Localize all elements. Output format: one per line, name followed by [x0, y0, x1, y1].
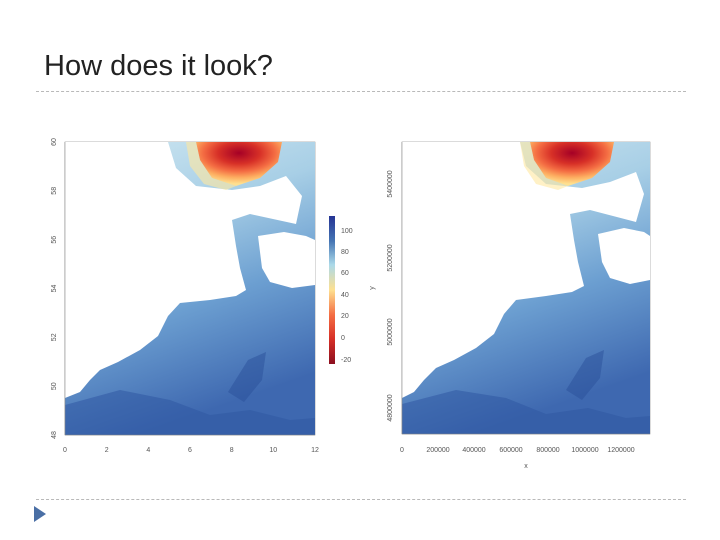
left-y-tick: 50: [51, 382, 58, 390]
top-divider: [36, 91, 686, 92]
colorbar-tick: 100: [341, 228, 353, 235]
right-x-tick: 1000000: [571, 447, 598, 454]
colorbar-gradient: [329, 216, 335, 364]
right-map-plot: [401, 141, 651, 435]
left-x-tick: 10: [269, 447, 277, 454]
left-x-tick: 8: [230, 447, 234, 454]
right-x-tick: 1200000: [607, 447, 634, 454]
left-y-tick: 56: [51, 236, 58, 244]
left-land-mountain-edge: [186, 142, 236, 190]
right-land-mountain-edge: [520, 142, 568, 190]
left-map-plot: [64, 141, 316, 436]
right-y-tick: 5200000: [387, 244, 394, 271]
left-x-tick: 0: [63, 447, 67, 454]
colorbar: 100 80 60 40 20 0 -20: [329, 216, 353, 364]
right-x-tick: 0: [400, 447, 404, 454]
left-x-tick: 6: [188, 447, 192, 454]
left-x-axis: 0 2 4 6 8 10 12: [63, 434, 319, 454]
right-land-mountain: [530, 142, 614, 186]
left-y-tick: 52: [51, 333, 58, 341]
right-y-tick: 4800000: [387, 394, 394, 421]
right-land-continent: [402, 214, 584, 398]
colorbar-tick: -20: [341, 357, 351, 364]
left-land-continent: [65, 220, 246, 398]
left-land-north: [65, 142, 302, 224]
colorbar-tick: 80: [341, 249, 349, 256]
right-trench: [566, 350, 604, 400]
left-deep-sea: [65, 390, 315, 435]
left-land-mountain: [196, 142, 282, 186]
right-land-island: [402, 290, 426, 348]
left-y-tick: 58: [51, 187, 58, 195]
right-y-label: y: [369, 286, 376, 290]
left-trench: [228, 352, 266, 402]
slide-title: How does it look?: [44, 50, 273, 82]
left-x-tick: 2: [105, 447, 109, 454]
left-y-tick: 48: [51, 431, 58, 439]
right-y-tick: 5000000: [387, 318, 394, 345]
right-y-tick: 5400000: [387, 170, 394, 197]
right-land-north: [402, 142, 644, 222]
right-deep-sea: [402, 390, 650, 434]
colorbar-tick: 60: [341, 270, 349, 277]
right-x-tick: 800000: [536, 447, 559, 454]
right-land-peninsula: [598, 228, 650, 284]
right-x-tick: 200000: [426, 447, 449, 454]
bottom-divider: [36, 499, 686, 500]
left-y-tick: 60: [51, 138, 58, 146]
right-x-label: x: [524, 463, 528, 470]
colorbar-tick: 20: [341, 313, 349, 320]
bullet-triangle-icon: [34, 506, 46, 522]
right-x-tick: 400000: [462, 447, 485, 454]
right-x-axis: 0 200000 400000 600000 800000 1000000 12…: [400, 433, 650, 470]
left-land-island: [65, 312, 104, 350]
right-x-tick: 600000: [499, 447, 522, 454]
left-y-tick: 54: [51, 285, 58, 293]
left-land-peninsula: [258, 232, 315, 288]
left-x-tick: 4: [146, 447, 150, 454]
colorbar-tick: 40: [341, 292, 349, 299]
right-y-axis: 4800000 5000000 5200000 5400000 y: [369, 142, 403, 434]
left-y-axis: 48 50 52 54 56 58 60: [51, 138, 66, 439]
colorbar-tick: 0: [341, 335, 345, 342]
left-x-tick: 12: [311, 447, 319, 454]
